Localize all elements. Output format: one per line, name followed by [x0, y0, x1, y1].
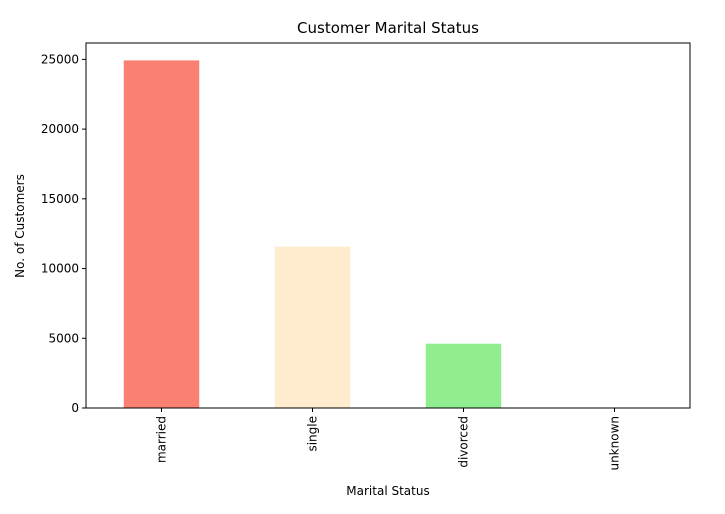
y-tick-label-25000: 25000	[41, 52, 79, 66]
y-tick-label-5000: 5000	[48, 331, 79, 345]
y-tick-label-10000: 10000	[41, 262, 79, 276]
bar-married	[123, 60, 200, 408]
y-tick-label-15000: 15000	[41, 192, 79, 206]
bar-single	[274, 246, 351, 408]
x-tick-label-unknown: unknown	[608, 416, 622, 471]
y-tick-label-20000: 20000	[41, 122, 79, 136]
bar-unknown	[576, 406, 653, 408]
y-axis-label: No. of Customers	[13, 174, 27, 278]
x-tick-label-divorced: divorced	[457, 416, 471, 468]
chart-title: Customer Marital Status	[297, 19, 479, 37]
x-tick-label-married: married	[155, 416, 169, 463]
x-tick-label-single: single	[306, 416, 320, 452]
plot-frame	[85, 42, 691, 409]
x-axis: married single divorced unknown	[155, 408, 622, 471]
bars-layer	[123, 60, 653, 408]
y-tick-label-0: 0	[71, 401, 79, 415]
y-axis: 0 5000 10000 15000 20000 25000	[41, 52, 86, 415]
bar-divorced	[425, 343, 502, 408]
x-axis-label: Marital Status	[346, 484, 429, 498]
